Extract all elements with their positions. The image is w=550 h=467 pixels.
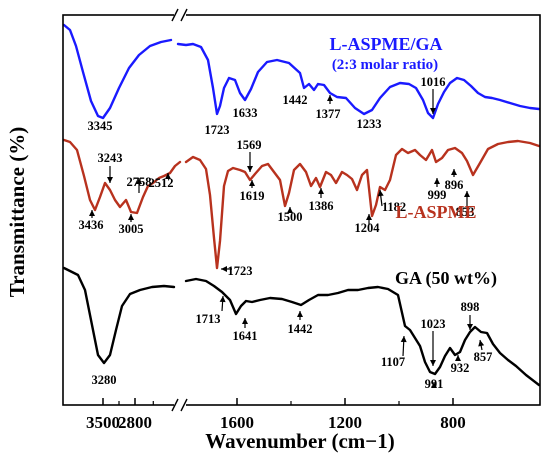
peak-arrowhead [165, 173, 171, 179]
series-line [62, 23, 173, 120]
peak-arrowhead [327, 95, 333, 101]
peak-label: 1641 [233, 329, 258, 343]
peak-arrowhead [249, 180, 255, 186]
peak-label: 3345 [88, 119, 113, 133]
peak-label: 1713 [196, 312, 221, 326]
peak-label: 932 [451, 361, 470, 375]
x-axis-title: Wavenumber (cm−1) [205, 429, 394, 453]
peak-arrowhead [451, 169, 457, 175]
series-line [176, 42, 541, 120]
peak-arrowhead [318, 188, 324, 194]
peak-arrowhead [478, 340, 485, 347]
peak-label: 3436 [79, 218, 104, 232]
peak-label: 1723 [228, 264, 253, 278]
peak-arrowhead [366, 214, 372, 220]
peak-arrowhead [287, 207, 293, 213]
plot-frame [62, 14, 541, 406]
peak-label: 1233 [357, 117, 382, 131]
x-tick-label: 800 [440, 413, 466, 432]
peak-label: 1204 [355, 221, 381, 235]
peak-label: 1619 [240, 189, 265, 203]
peak-label: 896 [445, 178, 464, 192]
series-line [184, 139, 541, 270]
peak-arrowhead [242, 318, 248, 324]
x-tick-label: 1200 [328, 413, 362, 432]
legend-label-l-aspme: L-ASPME [396, 202, 477, 222]
peak-label: 1023 [421, 317, 446, 331]
legend-label-l-aspme-ga: L-ASPME/GA [329, 34, 442, 54]
peak-label: 1569 [237, 138, 262, 152]
peak-label: 999 [428, 188, 447, 202]
peak-label: 2512 [149, 176, 174, 190]
peak-arrowhead [467, 324, 473, 330]
peak-arrowhead [297, 311, 303, 317]
peak-label: 2758 [127, 175, 152, 189]
peak-label: 857 [474, 350, 493, 364]
peak-arrowhead [107, 177, 113, 183]
peak-label: 853 [456, 205, 475, 219]
series-line [184, 277, 541, 387]
series-line [62, 266, 176, 365]
series-layer [62, 23, 541, 387]
peak-arrowhead [128, 214, 134, 220]
peak-label: 3243 [98, 151, 123, 165]
legend-label-ga: GA (50 wt%) [395, 268, 497, 289]
peak-arrowhead [136, 178, 142, 184]
peak-arrowhead [434, 178, 440, 184]
peak-arrowhead [430, 360, 436, 366]
peak-arrowhead [464, 191, 470, 197]
series-line [62, 138, 182, 215]
peak-arrowhead [221, 266, 227, 272]
peak-label: 1442 [283, 93, 308, 107]
peak-label: 1107 [381, 355, 405, 369]
peak-arrowhead [400, 336, 407, 343]
peak-arrowhead [430, 108, 436, 114]
peak-arrowhead [247, 166, 253, 172]
peak-label: 1633 [233, 106, 258, 120]
peak-label: 1723 [205, 123, 230, 137]
peak-arrowhead [89, 210, 95, 216]
peak-arrowhead [219, 296, 226, 303]
peak-label: 1016 [421, 75, 446, 89]
peak-label: 1500 [278, 210, 303, 224]
legend-label-l-aspme-ga-ratio: (2:3 molar ratio) [332, 57, 438, 73]
peak-arrowhead [431, 382, 437, 388]
axis-break-gap-top [174, 11, 186, 19]
peak-label: 1386 [309, 199, 334, 213]
axis-break-gap-bottom [174, 401, 186, 409]
axes-layer [62, 8, 541, 412]
x-tick-label: 2800 [118, 413, 152, 432]
axis-break-marks [171, 8, 188, 412]
peak-label: 898 [461, 300, 480, 314]
x-tick-label: 1600 [220, 413, 254, 432]
peak-label: 3280 [92, 373, 117, 387]
peak-label: 3005 [119, 222, 144, 236]
peak-arrowhead [377, 190, 384, 197]
peak-label: 1182 [382, 200, 406, 214]
peak-label: 991 [425, 377, 444, 391]
peak-label: 1442 [288, 322, 313, 336]
peak-label: 1377 [316, 107, 341, 121]
peak-arrowhead [455, 355, 461, 361]
x-tick-label: 3500 [86, 413, 120, 432]
y-axis-title: Transmittance (%) [5, 127, 29, 298]
